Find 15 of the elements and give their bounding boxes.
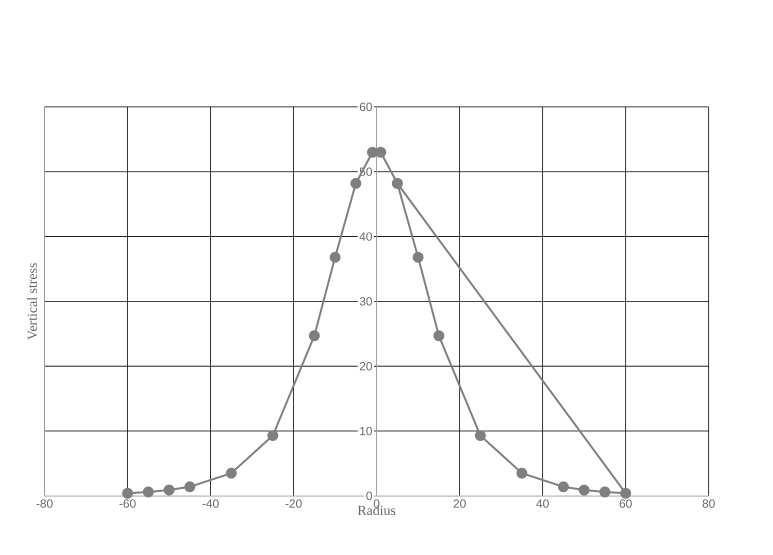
y-tick-label: 30	[360, 297, 372, 306]
x-tick-label: 60	[620, 499, 632, 508]
y-axis-title: Vertical stress	[27, 263, 38, 340]
x-tick-label: 80	[702, 499, 715, 508]
y-tick-label: 0	[366, 492, 372, 500]
x-tick-label: 40	[536, 499, 549, 508]
y-tick-label: 60	[360, 102, 372, 111]
x-tick-label: -60	[120, 499, 136, 508]
y-tick-label: 40	[360, 232, 372, 241]
x-tick-label: -80	[36, 499, 53, 508]
x-tick-label: -40	[202, 499, 219, 508]
y-tick-label: 10	[360, 426, 372, 436]
y-tick-label: 20	[360, 362, 372, 370]
x-tick-label: -20	[286, 499, 302, 508]
x-tick-label: 20	[454, 499, 466, 508]
